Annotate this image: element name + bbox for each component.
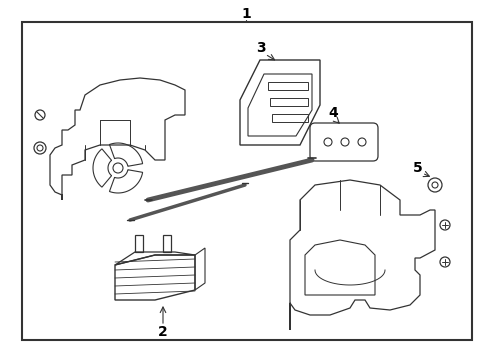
Bar	[22, 22, 471, 340]
Text: 4: 4	[327, 106, 337, 120]
Text: 1: 1	[241, 7, 250, 21]
Text: 2: 2	[158, 325, 167, 339]
Text: 5: 5	[412, 161, 422, 175]
Text: 3: 3	[256, 41, 265, 55]
